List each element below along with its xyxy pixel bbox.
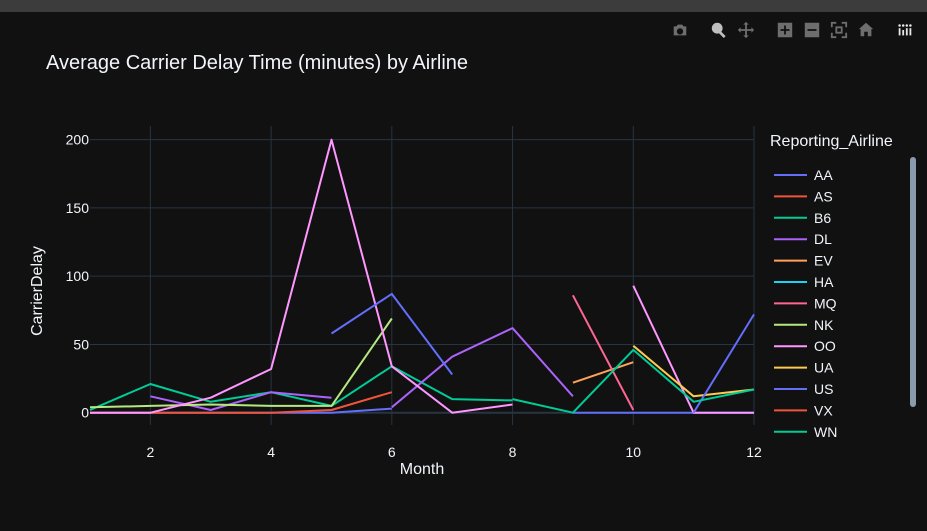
legend-label: EV — [814, 253, 833, 269]
legend[interactable]: Reporting_Airline AA AS B6 DL EV HA MQ NK OO UA US… — [770, 133, 916, 440]
legend-item-b6[interactable]: B6 — [774, 210, 831, 226]
series-layer — [89, 138, 755, 414]
zoom-in-icon — [777, 22, 792, 38]
legend-label: AS — [814, 188, 833, 204]
plotly-logo-button[interactable] — [892, 19, 917, 41]
pan-icon — [737, 21, 754, 39]
legend-item-us[interactable]: US — [774, 381, 833, 397]
legend-item-oo[interactable]: OO — [774, 338, 836, 354]
series-line-ev[interactable] — [572, 361, 634, 384]
legend-label: B6 — [814, 210, 831, 226]
y-tick-label: 200 — [66, 132, 90, 148]
legend-scrollbar[interactable] — [910, 157, 916, 407]
autoscale-button[interactable] — [826, 19, 851, 41]
legend-label: WN — [814, 424, 837, 440]
pan-button[interactable] — [733, 19, 758, 41]
legend-item-wn[interactable]: WN — [774, 424, 837, 440]
y-tick-label: 100 — [66, 268, 90, 284]
grid — [90, 126, 755, 425]
zoom-button[interactable] — [706, 19, 731, 41]
legend-label: HA — [814, 274, 834, 290]
series-line-us[interactable] — [330, 292, 755, 414]
series-line-wn[interactable] — [512, 348, 755, 414]
y-tick-label: 50 — [73, 336, 89, 352]
home-icon — [858, 22, 873, 37]
legend-label: DL — [814, 231, 832, 247]
autoscale-icon — [830, 21, 847, 39]
legend-item-ev[interactable]: EV — [774, 253, 833, 269]
x-tick-label: 12 — [746, 444, 762, 460]
legend-label: VX — [814, 402, 833, 418]
x-axis-title: Month — [400, 461, 444, 478]
x-tick-label: 8 — [509, 444, 517, 460]
legend-label: US — [814, 381, 833, 397]
chart-title: Average Carrier Delay Time (minutes) by … — [46, 52, 468, 74]
series-line-mq[interactable] — [572, 294, 635, 411]
x-tick-label: 6 — [388, 444, 396, 460]
series-line-nk[interactable] — [89, 317, 393, 409]
legend-item-vx[interactable]: VX — [774, 402, 833, 418]
camera-button[interactable] — [667, 19, 692, 41]
x-tick-label: 4 — [267, 444, 275, 460]
legend-label: NK — [814, 317, 834, 333]
legend-items: AA AS B6 DL EV HA MQ NK OO UA US VX WN — [774, 167, 837, 440]
series-line-b6[interactable] — [89, 365, 513, 411]
legend-label: UA — [814, 360, 834, 376]
legend-item-ha[interactable]: HA — [774, 274, 834, 290]
legend-item-mq[interactable]: MQ — [774, 295, 837, 311]
legend-item-nk[interactable]: NK — [774, 317, 834, 333]
legend-item-dl[interactable]: DL — [774, 231, 832, 247]
y-tick-label: 0 — [81, 405, 89, 421]
line-chart: Average Carrier Delay Time (minutes) by … — [29, 52, 916, 478]
camera-icon — [673, 24, 686, 36]
zoom-in-button[interactable] — [772, 19, 797, 41]
legend-label: MQ — [814, 295, 837, 311]
y-axis-title: CarrierDelay — [29, 246, 46, 336]
series-line-dl[interactable] — [150, 327, 574, 411]
legend-item-aa[interactable]: AA — [774, 167, 833, 183]
x-tick-label: 10 — [625, 444, 641, 460]
legend-item-ua[interactable]: UA — [774, 360, 834, 376]
y-tick-label: 150 — [66, 200, 90, 216]
modebar — [667, 18, 917, 42]
y-tick-labels: 0 50 100 150 200 — [66, 132, 90, 421]
x-tick-label: 2 — [146, 444, 154, 460]
plotly-logo-icon — [897, 24, 912, 36]
legend-label: OO — [814, 338, 836, 354]
legend-title: Reporting_Airline — [770, 133, 893, 150]
zoom-out-button[interactable] — [799, 19, 824, 41]
series-line-ua[interactable] — [632, 345, 755, 398]
x-tick-labels: 2 4 6 8 10 12 — [146, 444, 762, 460]
zoom-icon — [711, 22, 726, 39]
reset-axes-button[interactable] — [853, 19, 878, 41]
zoom-out-icon — [804, 22, 819, 38]
chart-frame: Average Carrier Delay Time (minutes) by … — [0, 12, 927, 531]
legend-item-as[interactable]: AS — [774, 188, 833, 204]
legend-label: AA — [814, 167, 833, 183]
